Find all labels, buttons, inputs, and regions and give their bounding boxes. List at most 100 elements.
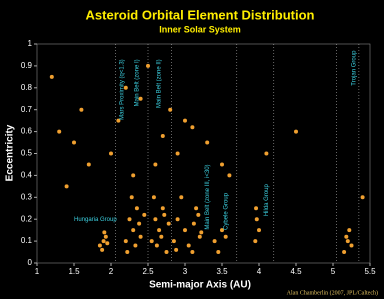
point [159, 234, 164, 239]
annotation: Main Belt (zone I) [134, 59, 140, 106]
annotation: Mars Proximity (q<1.3) [120, 59, 126, 120]
point [360, 195, 365, 200]
x-tick-label: 4.5 [290, 267, 302, 276]
point [138, 234, 143, 239]
point [194, 206, 199, 211]
point [125, 250, 130, 255]
point [183, 118, 187, 123]
x-tick-label: 3 [183, 267, 188, 276]
annotation: Hilda Group [264, 183, 270, 216]
point [342, 250, 347, 255]
point [154, 243, 159, 248]
point [166, 221, 171, 226]
point [116, 118, 121, 123]
point [197, 234, 202, 239]
point [179, 195, 184, 200]
x-tick-label: 5.5 [364, 267, 376, 276]
point [164, 250, 169, 255]
point [205, 140, 210, 145]
point [127, 217, 132, 222]
point [105, 241, 110, 246]
x-tick-label: 3.5 [216, 267, 228, 276]
point [123, 85, 128, 90]
point [254, 206, 259, 211]
point [97, 243, 102, 248]
point [345, 239, 350, 244]
point [175, 151, 180, 156]
x-axis-label: Semi-major Axis (AU) [149, 280, 251, 291]
point [146, 63, 150, 68]
point [199, 230, 204, 235]
point [149, 239, 154, 244]
point [183, 228, 187, 233]
point [137, 221, 142, 226]
annotation: Main Belt (zone III, i<30) [205, 164, 211, 229]
point [190, 125, 195, 130]
point [102, 230, 107, 235]
point [153, 217, 158, 222]
y-axis-label: Eccentricity [5, 124, 16, 181]
point [347, 228, 352, 233]
x-tick-label: 2.5 [142, 267, 154, 276]
annotation: Main Belt (zone II) [157, 59, 163, 108]
point [196, 212, 201, 217]
point [191, 221, 196, 226]
point [151, 195, 156, 200]
point [101, 239, 106, 244]
point [190, 250, 195, 255]
point [131, 173, 136, 178]
point [344, 234, 349, 239]
point [129, 195, 134, 200]
point [212, 239, 217, 244]
credit: Alan Chamberlin (2007, JPL/Caltech) [287, 289, 378, 296]
point [216, 250, 221, 255]
x-tick-label: 1 [35, 267, 40, 276]
y-tick-label: 0.5 [21, 149, 33, 158]
point [49, 74, 54, 79]
point [131, 228, 136, 233]
x-tick-label: 1.5 [68, 267, 80, 276]
y-tick-label: 0.4 [21, 171, 33, 180]
point [142, 212, 147, 217]
point [294, 129, 298, 134]
point [109, 151, 113, 156]
point [72, 140, 76, 145]
y-tick-label: 0.3 [21, 192, 33, 201]
y-tick-label: 0 [28, 258, 33, 267]
point [220, 228, 224, 233]
chart-title: Asteroid Orbital Element Distribution [86, 7, 315, 22]
y-tick-label: 0.1 [21, 236, 33, 245]
x-tick-label: 5 [331, 267, 336, 276]
annotation: Trojan Group [351, 50, 357, 86]
x-tick-label: 4 [257, 267, 262, 276]
point [160, 133, 165, 138]
point [123, 239, 128, 244]
point [57, 129, 62, 134]
point [220, 162, 224, 167]
point [349, 243, 354, 248]
point [138, 96, 143, 101]
point [133, 243, 138, 248]
y-tick-label: 0.6 [21, 127, 33, 136]
point [174, 247, 179, 252]
point [168, 107, 173, 112]
point [186, 243, 191, 248]
y-tick-label: 0.8 [21, 83, 33, 92]
annotation: Cybele Group [223, 192, 229, 230]
y-tick-label: 1 [28, 39, 33, 48]
y-tick-label: 0.9 [21, 61, 33, 70]
point [153, 162, 158, 167]
point [64, 184, 69, 189]
chart-subtitle: Inner Solar System [159, 24, 241, 34]
point [103, 234, 108, 239]
point [227, 173, 232, 178]
point [253, 239, 258, 244]
annotation: Hungaria Group [74, 217, 117, 223]
point [254, 217, 259, 222]
point [264, 151, 269, 156]
point [86, 162, 91, 167]
x-tick-label: 2 [109, 267, 114, 276]
point [175, 217, 180, 222]
